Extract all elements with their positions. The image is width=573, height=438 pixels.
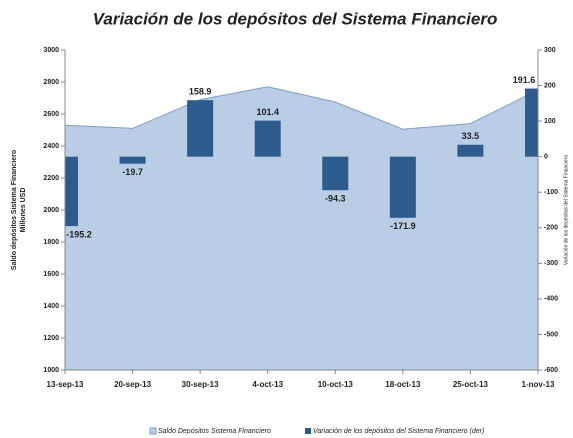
bar — [119, 156, 146, 164]
y2-tick-label: -600 — [544, 367, 558, 374]
y-tick-label: 2600 — [43, 111, 59, 118]
legend-swatch — [149, 427, 157, 435]
x-tick-label: 18-oct-13 — [385, 380, 421, 389]
bar — [389, 156, 416, 218]
data-label: 101.4 — [256, 107, 279, 117]
y-tick-label: 2000 — [43, 207, 59, 214]
bar — [254, 120, 281, 157]
data-label: -94.3 — [325, 194, 346, 204]
x-tick-label: 10-oct-13 — [318, 380, 354, 389]
bar — [187, 100, 214, 157]
x-tick-label: 4-oct-13 — [252, 380, 283, 389]
bar — [322, 156, 349, 191]
data-label: -171.9 — [390, 221, 416, 231]
y-tick-label: 2400 — [43, 143, 59, 150]
y2-tick-label: -200 — [544, 225, 558, 232]
plot-area — [65, 86, 538, 370]
y2-tick-label: -400 — [544, 296, 558, 303]
y-tick-label: 1600 — [43, 271, 59, 278]
y2-tick-label: -500 — [544, 331, 558, 338]
x-tick-label: 13-sep-13 — [47, 380, 84, 389]
y2-tick-label: 300 — [544, 47, 556, 54]
x-tick-label: 30-sep-13 — [182, 380, 219, 389]
legend-swatch — [305, 428, 311, 434]
y-tick-label: 3000 — [43, 47, 59, 54]
bar — [525, 88, 538, 157]
y-tick-label: 1400 — [43, 303, 59, 310]
data-label: 33.5 — [462, 131, 480, 141]
y2-tick-label: 100 — [544, 118, 556, 125]
legend-label: Variación de los depósitos del Sistema F… — [313, 428, 484, 435]
y2-tick-label: 200 — [544, 82, 556, 89]
y2-tick-label: -300 — [544, 260, 558, 267]
y-tick-label: 1800 — [43, 239, 59, 246]
x-tick-label: 20-sep-13 — [114, 380, 151, 389]
data-label: -195.2 — [66, 229, 92, 239]
y2-tick-label: 0 — [544, 154, 548, 161]
y-tick-label: 1000 — [43, 367, 59, 374]
y-tick-label: 1200 — [43, 335, 59, 342]
bar — [65, 156, 78, 227]
y-tick-label: 2800 — [43, 79, 59, 86]
data-label: 158.9 — [189, 87, 212, 97]
x-tick-label: 1-nov-13 — [522, 380, 555, 389]
legend-label: Saldo Depósitos Sistema Financiero — [158, 428, 271, 435]
chart-title: Variación de los depósitos del Sistema F… — [93, 9, 498, 28]
y2-tick-label: -100 — [544, 189, 558, 196]
area — [65, 86, 538, 370]
bar — [457, 144, 484, 157]
y-axis-title: Millones USD — [20, 188, 27, 233]
data-label: -19.7 — [122, 167, 143, 177]
data-label: 191.6 — [513, 75, 536, 85]
y2-axis-title: Variación de los depósitos del Sistema F… — [563, 155, 569, 265]
y-tick-label: 2200 — [43, 175, 59, 182]
y-axis-title: Saldo depósitos Sistema Financiero — [11, 150, 18, 270]
x-tick-label: 25-oct-13 — [453, 380, 489, 389]
